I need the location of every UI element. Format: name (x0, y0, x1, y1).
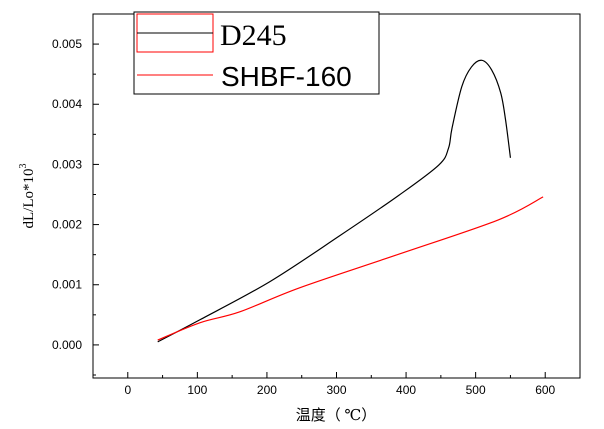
y-tick-label: 0.000 (52, 338, 82, 352)
y-tick-label: 0.004 (52, 97, 82, 111)
legend-label-shbf160: SHBF-160 (221, 61, 352, 92)
x-tick-label: 100 (187, 383, 207, 397)
legend: D245 SHBF-160 (133, 11, 380, 95)
y-tick-label: 0.002 (52, 218, 82, 232)
y-tick-label: 0.005 (52, 37, 82, 51)
x-tick-label: 600 (535, 383, 555, 397)
series-line-shbf160 (157, 196, 544, 341)
x-tick-label: 300 (326, 383, 346, 397)
x-tick-label: 500 (466, 383, 486, 397)
y-tick-label: 0.003 (52, 157, 82, 171)
x-tick-label: 0 (124, 383, 131, 397)
x-axis-label: 温度（ ℃） (296, 407, 377, 424)
y-axis-label: dL/Lo*103 (18, 164, 37, 229)
x-tick-label: 200 (257, 383, 277, 397)
x-tick-label: 400 (396, 383, 416, 397)
legend-label-d245: D245 (220, 19, 287, 52)
y-tick-label: 0.001 (52, 278, 82, 292)
series-line-d245 (157, 59, 512, 343)
